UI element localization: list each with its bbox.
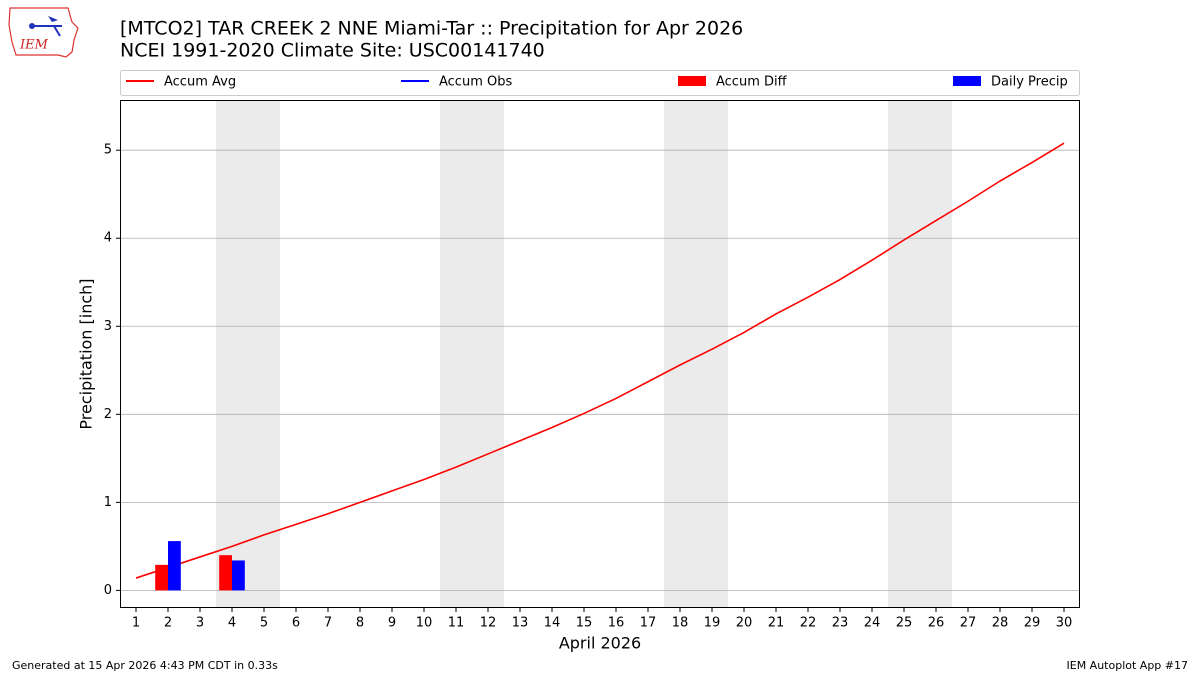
x-tick-label: 25 xyxy=(896,616,913,631)
bar xyxy=(168,541,181,591)
x-tick-label: 14 xyxy=(544,616,561,631)
x-tick-label: 15 xyxy=(576,616,593,631)
x-tick-label: 1 xyxy=(132,616,140,631)
x-tick-label: 26 xyxy=(928,616,945,631)
footer-right: IEM Autoplot App #17 xyxy=(1067,659,1189,672)
x-tick-label: 6 xyxy=(292,616,300,631)
weekend-shade xyxy=(888,100,952,608)
x-tick-label: 5 xyxy=(260,616,268,631)
x-tick-label: 7 xyxy=(324,616,332,631)
plot-frame xyxy=(120,100,1080,608)
x-tick-label: 18 xyxy=(672,616,689,631)
x-tick-label: 24 xyxy=(864,616,881,631)
x-axis-label: April 2026 xyxy=(559,634,641,653)
x-tick-label: 22 xyxy=(800,616,817,631)
legend-label: Accum Obs xyxy=(439,75,512,90)
chart-subtitle: NCEI 1991-2020 Climate Site: USC00141740 xyxy=(120,40,545,62)
x-tick-label: 28 xyxy=(992,616,1009,631)
bar xyxy=(155,564,168,591)
x-tick-label: 3 xyxy=(196,616,204,631)
x-tick-label: 16 xyxy=(608,616,625,631)
legend-box xyxy=(120,70,1080,96)
x-tick-label: 10 xyxy=(416,616,433,631)
chart-title: [MTCO2] TAR CREEK 2 NNE Miami-Tar :: Pre… xyxy=(120,18,743,40)
x-tick-label: 12 xyxy=(480,616,497,631)
logo: IEM xyxy=(8,7,79,58)
x-tick-label: 23 xyxy=(832,616,849,631)
y-tick-label: 0 xyxy=(104,583,112,598)
bar xyxy=(219,555,232,591)
legend-label: Daily Precip xyxy=(991,75,1068,90)
weekend-shade xyxy=(440,100,504,608)
y-tick-label: 1 xyxy=(104,495,112,510)
x-tick-label: 20 xyxy=(736,616,753,631)
legend-swatch xyxy=(678,76,706,86)
y-tick-label: 4 xyxy=(104,231,112,246)
x-tick-label: 4 xyxy=(228,616,236,631)
y-tick-label: 2 xyxy=(104,407,112,422)
line xyxy=(135,142,1065,579)
y-tick-label: 5 xyxy=(104,143,112,158)
x-tick-label: 21 xyxy=(768,616,785,631)
x-tick-label: 11 xyxy=(448,616,465,631)
x-tick-label: 30 xyxy=(1056,616,1073,631)
x-tick-label: 17 xyxy=(640,616,657,631)
x-tick-label: 29 xyxy=(1024,616,1041,631)
legend-label: Accum Diff xyxy=(716,75,788,90)
legend-swatch xyxy=(953,76,981,86)
x-tick-label: 13 xyxy=(512,616,529,631)
x-tick-label: 2 xyxy=(164,616,172,631)
weekend-shade xyxy=(216,100,280,608)
logo-text: IEM xyxy=(19,38,49,53)
legend-label: Accum Avg xyxy=(164,75,236,90)
x-tick-label: 9 xyxy=(388,616,396,631)
y-tick-label: 3 xyxy=(104,319,112,334)
x-tick-label: 19 xyxy=(704,616,721,631)
x-tick-label: 27 xyxy=(960,616,977,631)
y-axis-label: Precipitation [inch] xyxy=(77,278,96,429)
weekend-shade xyxy=(664,100,728,608)
x-tick-label: 8 xyxy=(356,616,364,631)
footer-left: Generated at 15 Apr 2026 4:43 PM CDT in … xyxy=(12,659,278,672)
bar xyxy=(232,560,245,591)
